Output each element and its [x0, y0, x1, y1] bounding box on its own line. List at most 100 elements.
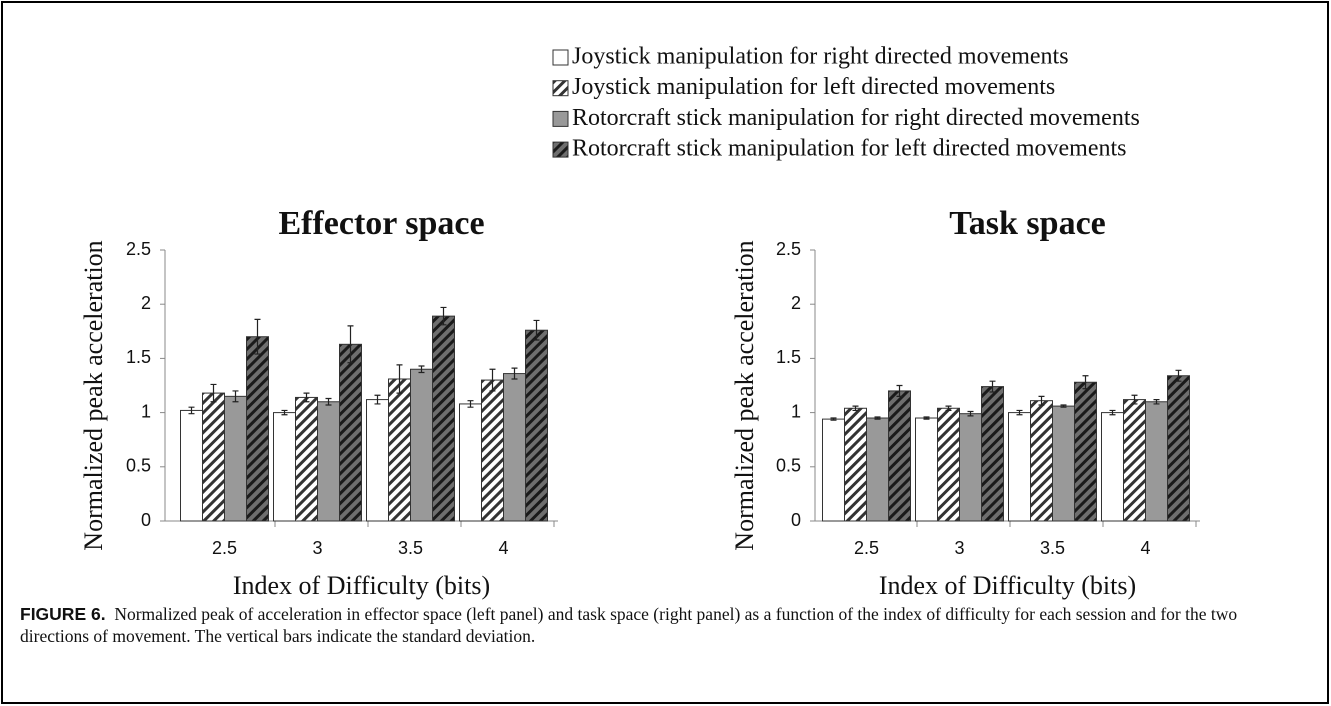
y-tick-label: 0	[791, 510, 801, 530]
bar	[981, 386, 1004, 522]
bar	[937, 407, 960, 522]
bar	[1052, 405, 1075, 522]
error-bar	[210, 383, 217, 403]
error-bar	[533, 319, 540, 341]
error-bar	[967, 410, 974, 417]
y-tick-label: 1	[141, 401, 151, 421]
error-bar	[325, 397, 332, 406]
legend-swatch	[552, 141, 569, 158]
y-tick-label: 2	[141, 293, 151, 313]
bar	[503, 373, 526, 522]
bar	[866, 417, 889, 522]
x-axis-label: Index of Difficulty (bits)	[233, 571, 490, 600]
legend-swatch	[552, 49, 569, 66]
bar	[317, 401, 340, 522]
y-tick-label: 2	[791, 293, 801, 313]
x-tick-label: 3.5	[398, 538, 423, 558]
error-bar	[1016, 409, 1023, 416]
error-bar	[923, 416, 930, 420]
legend-label: Joystick manipulation for left directed …	[572, 74, 1055, 100]
x-tick-label: 3	[954, 538, 964, 558]
legend-swatch	[552, 110, 569, 127]
bar	[822, 418, 845, 522]
bar	[202, 392, 225, 522]
error-bar	[281, 409, 288, 416]
error-bar	[347, 325, 354, 364]
bar	[246, 336, 269, 522]
bar	[459, 403, 482, 522]
bar	[410, 368, 433, 522]
bar	[844, 407, 867, 522]
legend-label: Joystick manipulation for right directed…	[572, 44, 1069, 70]
bar	[339, 343, 362, 522]
error-bar	[1131, 394, 1138, 405]
error-bar	[874, 416, 881, 420]
bar	[388, 378, 411, 522]
bar	[432, 315, 455, 522]
y-tick-label: 1	[791, 401, 801, 421]
caption-label: FIGURE 6.	[20, 604, 106, 624]
legend-swatch	[552, 80, 569, 97]
bar	[180, 409, 203, 522]
error-bar	[1060, 404, 1067, 408]
bar	[366, 399, 389, 522]
chart-title: Effector space	[278, 205, 484, 242]
error-bar	[830, 417, 837, 421]
error-bar	[303, 392, 310, 403]
x-tick-label: 2.5	[854, 538, 879, 558]
bar	[1167, 375, 1190, 522]
error-bar	[489, 368, 496, 392]
bar	[273, 412, 296, 522]
y-axis-label: Normalized peak acceleration	[730, 240, 759, 550]
bar	[1145, 401, 1168, 522]
error-bar	[1082, 375, 1089, 390]
x-axis-label: Index of Difficulty (bits)	[879, 571, 1136, 600]
bar	[1101, 412, 1124, 522]
error-bar	[467, 400, 474, 408]
bar	[224, 395, 247, 522]
bar	[888, 390, 911, 522]
y-axis-label: Normalized peak acceleration	[79, 240, 108, 550]
y-tick-label: 2.5	[126, 239, 151, 259]
error-bar	[511, 367, 518, 380]
bar	[959, 413, 982, 522]
error-bar	[254, 318, 261, 355]
y-tick-label: 0	[141, 510, 151, 530]
x-tick-label: 2.5	[212, 538, 237, 558]
error-bar	[374, 394, 381, 405]
x-tick-label: 4	[498, 538, 508, 558]
x-tick-label: 3	[312, 538, 322, 558]
bar	[1123, 399, 1146, 522]
error-bar	[396, 364, 403, 394]
error-bar	[440, 306, 447, 326]
y-tick-label: 0.5	[776, 456, 801, 476]
error-bar	[1109, 409, 1116, 416]
error-bar	[1153, 398, 1160, 405]
error-bar	[989, 380, 996, 393]
error-bar	[1038, 395, 1045, 406]
y-tick-label: 0.5	[126, 456, 151, 476]
error-bar	[945, 405, 952, 412]
caption: FIGURE 6. Normalized peak of acceleratio…	[20, 603, 1300, 647]
bar	[295, 396, 318, 522]
y-tick-label: 2.5	[776, 239, 801, 259]
y-tick-label: 1.5	[126, 347, 151, 367]
bar	[525, 329, 548, 522]
y-tick-label: 1.5	[776, 347, 801, 367]
error-bar	[188, 406, 195, 415]
bar	[1074, 381, 1097, 522]
error-bar	[1175, 369, 1182, 382]
bar	[481, 379, 504, 522]
caption-text: Normalized peak of acceleration in effec…	[20, 604, 1238, 646]
chart-title: Task space	[949, 205, 1106, 242]
error-bar	[896, 384, 903, 397]
error-bar	[232, 390, 239, 403]
bar	[915, 417, 938, 522]
legend-label: Rotorcraft stick manipulation for left d…	[572, 136, 1127, 162]
legend-label: Rotorcraft stick manipulation for right …	[572, 105, 1140, 131]
bar	[1008, 412, 1031, 522]
x-tick-label: 3.5	[1040, 538, 1065, 558]
